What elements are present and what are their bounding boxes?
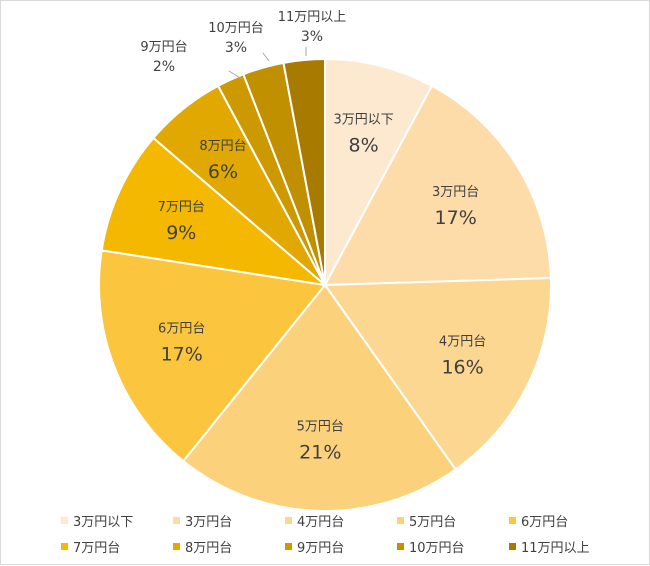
legend-label: 10万円台	[409, 541, 465, 556]
legend-item: 5万円台	[397, 511, 509, 530]
legend-item: 10万円台	[397, 537, 509, 556]
slice-category-label: 9万円台	[140, 40, 187, 55]
legend-item: 4万円台	[285, 511, 397, 530]
slice-category-label: 11万円以上	[278, 10, 347, 25]
legend-item: 8万円台	[173, 537, 285, 556]
legend-swatch	[285, 517, 292, 524]
pie-slice	[324, 57, 434, 286]
slice-value-label: 9%	[166, 222, 196, 244]
legend-item: 6万円台	[509, 511, 621, 530]
slice-value-label: 17%	[161, 344, 203, 366]
legend-item: 3万円台	[173, 511, 285, 530]
slice-category-label: 4万円台	[439, 335, 486, 350]
leader-line	[228, 70, 243, 80]
leader-line	[262, 52, 270, 62]
slice-category-label: 8万円台	[199, 139, 246, 154]
legend-item: 7万円台	[61, 537, 173, 556]
legend-item: 3万円以下	[61, 511, 173, 530]
pie-slice	[282, 57, 326, 286]
legend-swatch	[173, 543, 180, 550]
slice-value-label: 16%	[441, 357, 483, 379]
legend-label: 8万円台	[185, 541, 233, 556]
legend-label: 3万円台	[185, 515, 233, 530]
slice-value-label: 6%	[208, 161, 238, 183]
pie-slice	[323, 84, 552, 287]
slice-category-label: 10万円台	[208, 21, 264, 36]
pie-slice	[181, 283, 457, 512]
slice-value-label: 3%	[301, 29, 323, 45]
pie-slice	[323, 277, 552, 471]
slice-category-label: 5万円台	[297, 420, 344, 435]
legend-label: 4万円台	[297, 515, 345, 530]
legend-swatch	[285, 543, 292, 550]
slice-value-label: 8%	[349, 135, 379, 157]
slices	[98, 57, 552, 512]
legend-swatch	[509, 543, 516, 550]
pie-slice	[100, 136, 329, 287]
legend-swatch	[173, 517, 180, 524]
legend-label: 6万円台	[521, 515, 569, 530]
legend-label: 3万円以下	[73, 515, 134, 530]
legend-swatch	[509, 517, 516, 524]
legend: 3万円以下 3万円台 4万円台 5万円台 6万円台 7万円台 8万円台 9万円台 10万円台 11…	[61, 511, 631, 556]
legend-swatch	[61, 517, 68, 524]
slice-value-label: 17%	[435, 207, 477, 229]
legend-item: 11万円以上	[509, 537, 621, 556]
slice-value-label: 2%	[153, 59, 175, 75]
legend-swatch	[397, 543, 404, 550]
slice-value-label: 3%	[225, 40, 247, 56]
legend-label: 5万円台	[409, 515, 457, 530]
legend-item: 9万円台	[285, 537, 397, 556]
legend-label: 11万円以上	[521, 541, 590, 556]
pie-slice	[98, 249, 327, 463]
legend-swatch	[61, 543, 68, 550]
legend-label: 7万円台	[73, 541, 121, 556]
slice-category-label: 3万円台	[432, 185, 479, 200]
slice-category-label: 7万円台	[158, 200, 205, 215]
slice-category-label: 6万円台	[158, 322, 205, 337]
legend-label: 9万円台	[297, 541, 345, 556]
slice-category-label: 3万円以下	[333, 113, 393, 128]
slice-value-label: 21%	[299, 442, 341, 464]
legend-swatch	[397, 517, 404, 524]
